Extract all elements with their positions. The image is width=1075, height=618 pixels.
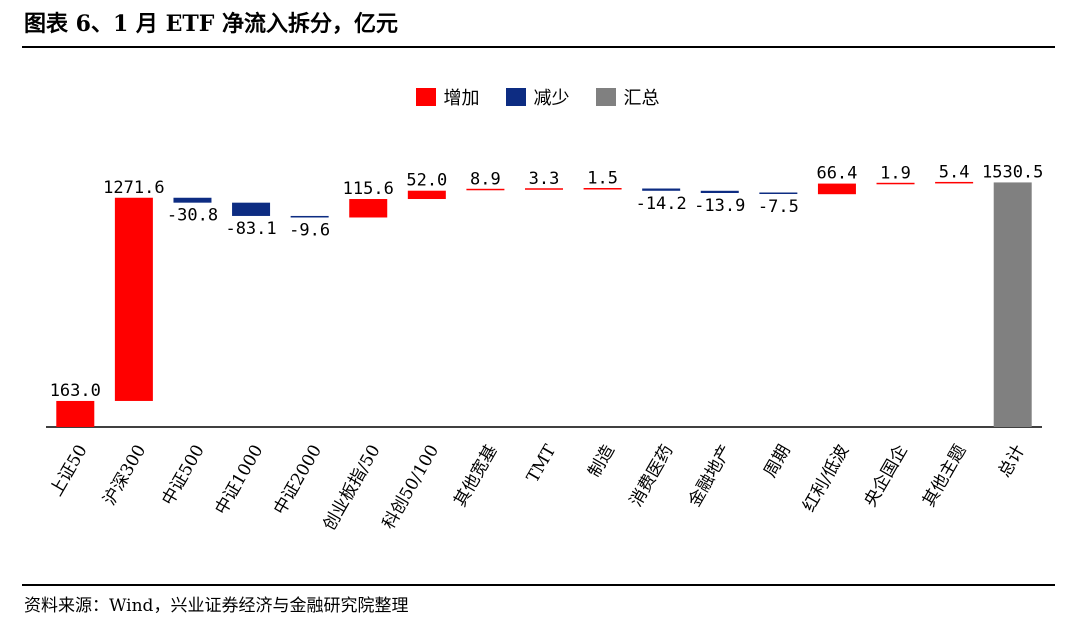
data-label: 66.4 [816,164,857,184]
bar-total [993,182,1032,427]
category-label: 科创50/100 [379,441,443,532]
category-label: 央企国企 [861,442,912,511]
data-label: -7.5 [758,197,799,217]
bar-increase [56,400,95,427]
category-label: 创业板指/50 [320,442,385,535]
category-label: 其他主题 [919,442,970,511]
bar-increase [114,197,153,401]
bar-decrease [700,190,739,194]
bar-decrease [173,197,212,203]
legend-swatch-total [595,88,616,106]
category-label: 红利/低波 [799,442,853,516]
bar-increase [583,188,622,190]
category-label: 金融地产 [685,442,736,511]
legend-swatch-increase [415,88,436,106]
data-label: -9.6 [289,220,330,240]
data-label: 5.4 [939,162,970,182]
bar-increase [935,181,974,184]
category-label: 其他宽基 [450,441,501,510]
legend-item-increase: 增加 [415,84,480,110]
category-label: 制造 [585,442,619,481]
data-label: 163.0 [50,381,101,401]
category-label: 中证500 [158,442,209,510]
category-label: 消费医药 [626,442,677,511]
bar-increase [876,182,915,185]
bar-increase [525,188,563,190]
data-label: 3.3 [529,169,560,189]
data-label: 52.0 [406,171,447,191]
bar-increase [817,183,856,195]
legend-swatch-decrease [505,88,526,106]
chart-legend: 增加 减少 汇总 [0,84,1075,110]
data-label: -30.8 [167,206,218,226]
data-label: -14.2 [636,194,687,214]
figure-title: 图表 6、1 月 ETF 净流入拆分，亿元 [24,11,399,37]
data-label: 1530.5 [982,162,1043,182]
legend-item-total: 汇总 [595,84,660,110]
bar-increase [349,199,388,218]
category-label: TMT [523,441,561,486]
category-label: 总计 [995,442,1029,481]
category-label: 中证1000 [211,442,267,519]
bar-increase [466,188,505,191]
top-rule [22,46,1055,48]
source-note: 资料来源：Wind，兴业证券经济与金融研究院整理 [24,596,409,616]
data-label: 1271.6 [103,178,164,198]
data-label: -13.9 [694,196,745,216]
data-label: 1.9 [880,163,911,183]
legend-label-increase: 增加 [443,88,480,109]
data-label: 1.5 [587,169,618,189]
bar-decrease [759,192,798,195]
data-label: -83.1 [225,219,276,239]
bar-decrease [232,202,271,216]
bar-decrease [642,188,681,191]
bottom-rule [22,584,1055,586]
category-label: 沪深300 [100,442,151,510]
category-label: 中证2000 [270,442,326,519]
legend-label-total: 汇总 [623,88,660,109]
data-label: 8.9 [470,169,501,189]
bar-decrease [290,215,329,218]
category-label: 上证50 [46,442,91,500]
legend-label-decrease: 减少 [533,88,570,109]
data-label: 115.6 [343,179,394,199]
category-label: 周期 [760,442,794,481]
legend-item-decrease: 减少 [505,84,570,110]
waterfall-chart: 163.0 上证50 1271.6 沪深300 -30.8 中证500 -83.1 中证100… [46,162,1043,535]
bar-increase [407,190,446,200]
